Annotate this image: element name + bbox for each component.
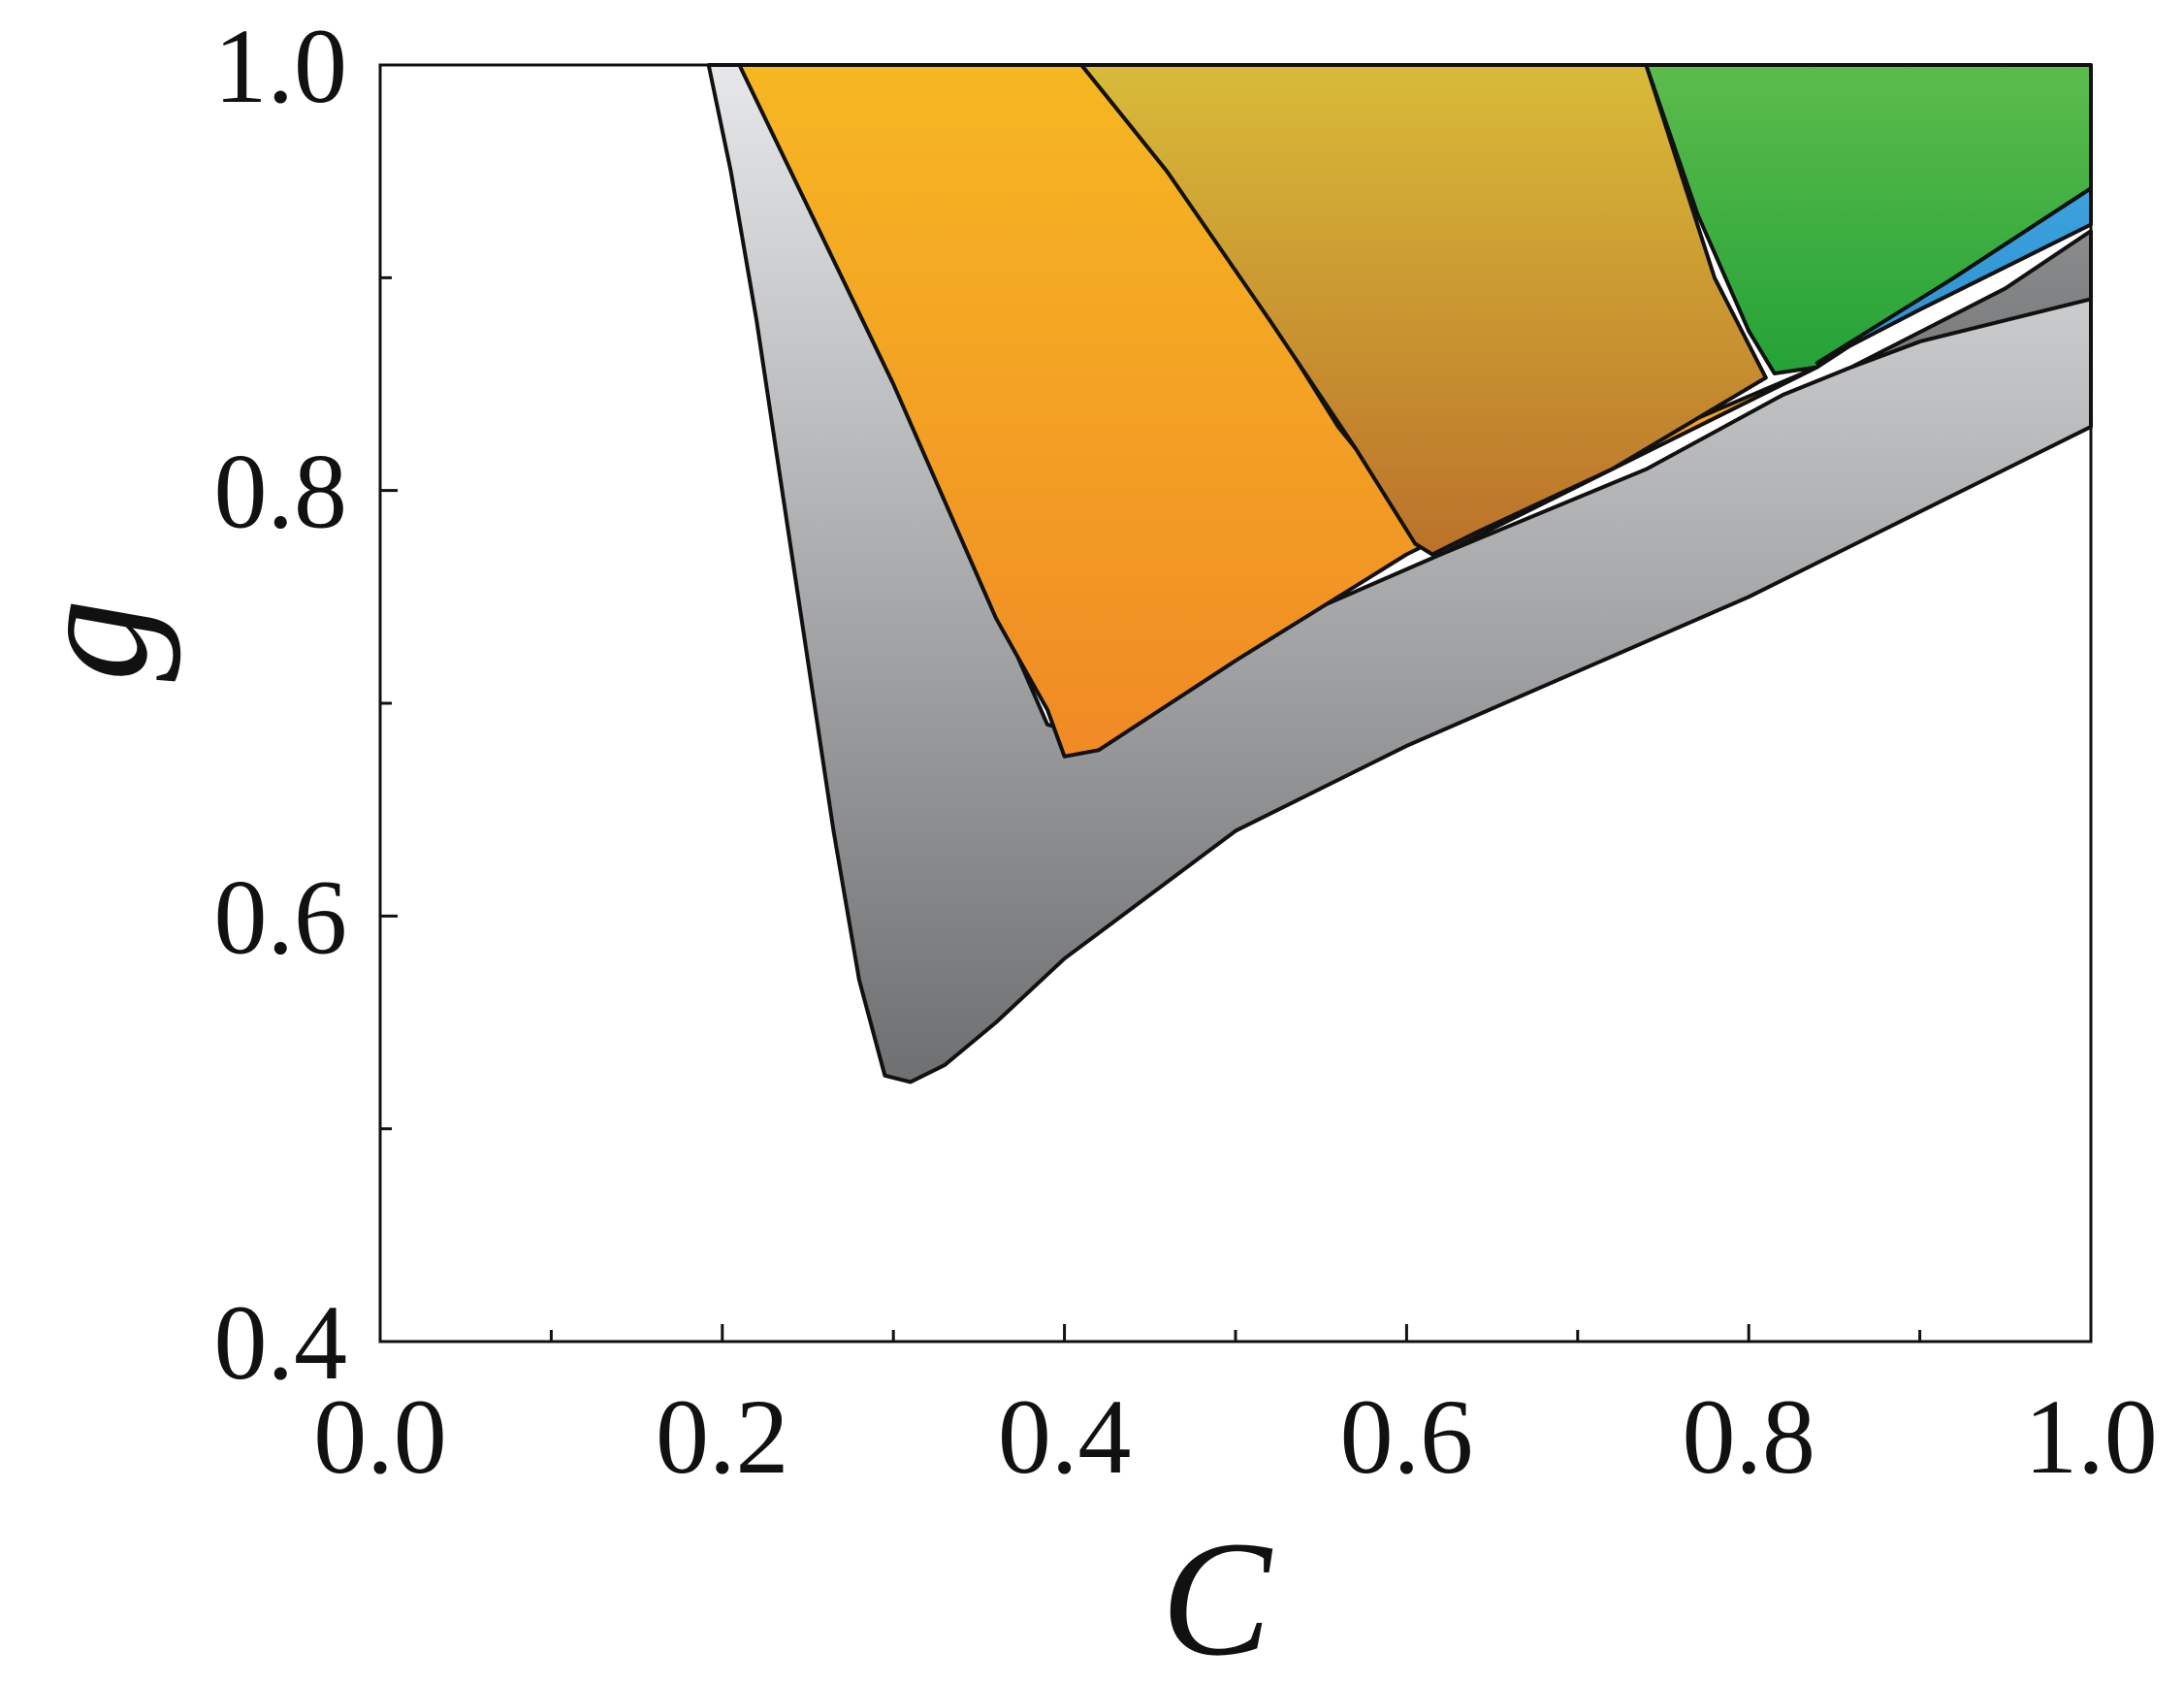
y-tick-label: 0.4 — [214, 1283, 348, 1402]
x-tick-label: 0.8 — [1682, 1377, 1815, 1496]
plot-frame — [378, 63, 2093, 1343]
x-tick-label: 1.0 — [2024, 1377, 2158, 1496]
y-tick-label: 0.8 — [214, 433, 348, 551]
y-tick-label: 1.0 — [214, 7, 348, 125]
y-tick-label: 0.6 — [214, 858, 348, 976]
x-tick-label: 0.0 — [313, 1377, 447, 1496]
labels-layer: 0.0 0.2 0.4 0.6 0.8 1.0 0.4 0.6 0.8 1.0 — [214, 7, 2158, 1496]
y-axis-title: g — [0, 599, 181, 682]
x-tick-label: 0.2 — [656, 1377, 789, 1496]
x-tick-label: 0.4 — [998, 1377, 1132, 1496]
x-axis-title: C — [1161, 1507, 1272, 1683]
region-ochre — [1079, 63, 1768, 557]
x-tick-label: 0.6 — [1340, 1377, 1474, 1496]
regions-layer — [706, 63, 2093, 1084]
